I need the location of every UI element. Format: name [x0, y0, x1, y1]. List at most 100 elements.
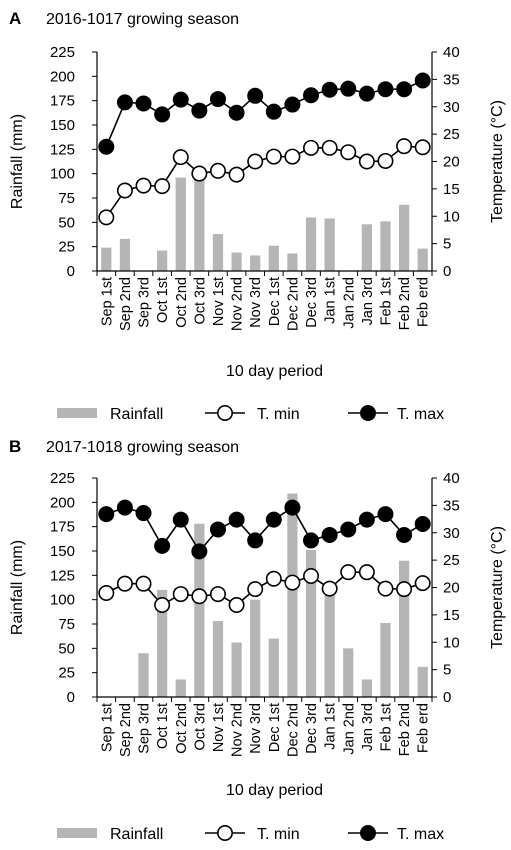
t-max-line [106, 506, 424, 553]
t-max-point [191, 102, 208, 119]
panel-letter: A [9, 9, 21, 28]
t-max-point [414, 515, 431, 532]
x-tick-label: Sep 2nd [118, 703, 134, 757]
right-tick-label: 10 [443, 208, 460, 225]
rainfall-bar [417, 248, 428, 271]
rainfall-bar [119, 238, 131, 271]
legend-t-max-label: T. max [397, 826, 444, 843]
t-min-point [358, 153, 375, 170]
y-axis-title-right: Temperature (°C) [489, 526, 506, 649]
legend-t-min-marker [217, 824, 234, 841]
t-max-point [396, 81, 413, 98]
y-axis-title-left: Rainfall (mm) [9, 540, 26, 635]
left-tick-label: 175 [50, 519, 75, 536]
right-tick-label: 35 [443, 71, 460, 88]
left-tick-label: 25 [58, 239, 75, 256]
rainfall-bar [194, 523, 205, 697]
right-tick-label: 40 [443, 44, 460, 61]
legend-t-min-marker [217, 404, 234, 421]
t-max-point [172, 511, 189, 528]
rainfall-bar [380, 623, 391, 697]
x-tick-label: Dec 1st [267, 703, 283, 752]
t-max-point [135, 505, 152, 522]
t-min-point [135, 177, 152, 194]
t-max-point [154, 537, 171, 554]
x-tick-label: Sep 3rd [137, 703, 153, 754]
x-tick-label: Oct 3rd [192, 703, 208, 751]
x-tick-label: Jan 3rd [360, 277, 376, 325]
x-tick-label: Jan 1st [323, 703, 339, 750]
x-tick-label: Jan 2nd [341, 277, 357, 329]
t-min-point [321, 580, 338, 597]
x-tick-label: Feb 1st [378, 277, 394, 325]
rainfall-bar [287, 493, 298, 697]
t-min-point [340, 144, 357, 161]
y-axis-title-left: Rainfall (mm) [9, 114, 26, 209]
right-tick-label: 15 [443, 607, 460, 624]
rainfall-bar [212, 234, 224, 271]
t-max-point [154, 106, 171, 123]
t-min-point [228, 166, 245, 183]
left-tick-label: 100 [50, 166, 75, 183]
x-tick-label: Dec 2nd [285, 277, 301, 331]
x-tick-label: Oct 1st [155, 277, 171, 323]
t-max-point [340, 80, 357, 97]
t-min-point [377, 152, 394, 169]
t-min-point [191, 588, 208, 605]
x-tick-label: Nov 2nd [230, 703, 246, 757]
x-tick-label: Sep 3rd [137, 277, 153, 328]
t-max-point [228, 104, 245, 121]
legend-rainfall-label: Rainfall [110, 826, 163, 843]
t-max-point [284, 96, 301, 113]
t-max-point [303, 532, 320, 549]
rainfall-bar [361, 224, 372, 271]
rainfall-bar [250, 599, 261, 697]
t-max-point [191, 543, 208, 560]
t-min-point [247, 581, 264, 598]
legend-t-max-marker [359, 824, 376, 841]
t-min-point [191, 165, 208, 182]
x-tick-label: Feb erd [416, 703, 432, 753]
x-tick-label: Oct 2nd [174, 703, 190, 754]
right-tick-label: 25 [443, 552, 460, 569]
t-min-point [340, 564, 357, 581]
rainfall-bar [343, 648, 354, 697]
t-min-point [98, 584, 115, 601]
x-tick-label: Feb 2nd [397, 703, 413, 756]
t-min-point [116, 182, 133, 199]
right-tick-label: 30 [443, 525, 460, 542]
rainfall-bar [212, 621, 224, 697]
t-max-point [321, 526, 338, 543]
y-axis-title-right: Temperature (°C) [489, 100, 506, 223]
rainfall-bar [324, 218, 335, 271]
left-tick-label: 0 [67, 689, 75, 706]
t-max-point [116, 94, 133, 111]
x-tick-label: Jan 1st [323, 277, 339, 324]
t-max-point [414, 72, 431, 89]
x-tick-label: Feb 1st [378, 703, 394, 751]
t-min-point [303, 568, 320, 585]
t-min-point [209, 586, 226, 603]
right-tick-label: 0 [443, 689, 451, 706]
t-min-point [154, 597, 171, 614]
rainfall-bar [268, 638, 279, 697]
left-tick-label: 100 [50, 592, 75, 609]
t-min-line [105, 571, 423, 607]
t-min-point [303, 139, 320, 156]
t-min-line [105, 145, 423, 218]
x-tick-label: Oct 2nd [174, 277, 190, 328]
left-tick-label: 200 [50, 68, 75, 85]
legend-t-max-marker [359, 404, 376, 421]
t-min-point [396, 138, 413, 155]
x-tick-label: Nov 3rd [248, 277, 264, 328]
left-tick-label: 175 [50, 93, 75, 110]
panel-letter: B [9, 437, 21, 456]
rainfall-bar [398, 560, 410, 697]
legend-rainfall-swatch [57, 408, 97, 418]
x-tick-label: Nov 3rd [248, 703, 264, 754]
rainfall-bar [417, 666, 428, 697]
x-tick-label: Sep 1st [99, 703, 115, 752]
left-tick-label: 200 [50, 494, 75, 511]
t-min-point [135, 575, 152, 592]
